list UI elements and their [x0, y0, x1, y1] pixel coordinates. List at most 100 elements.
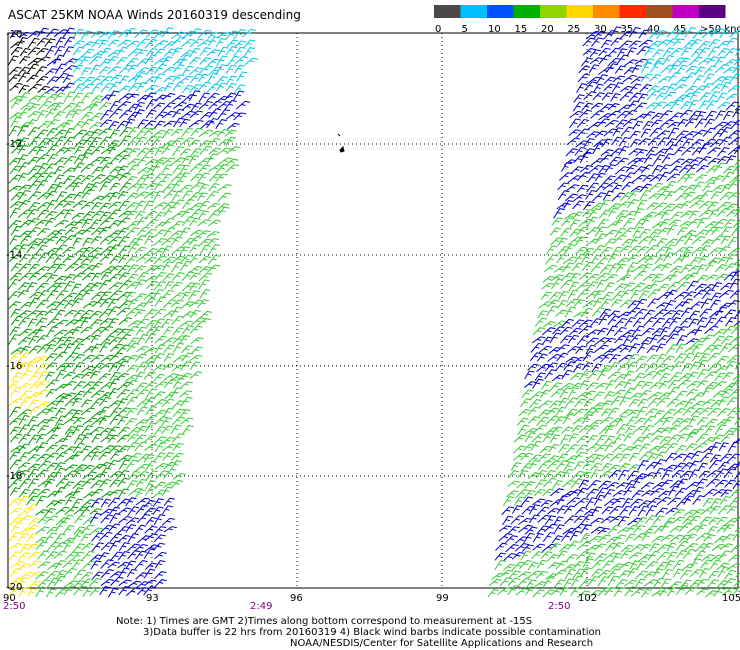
wind-barb — [109, 450, 123, 461]
wind-barb — [146, 165, 158, 174]
wind-barb — [718, 136, 732, 147]
wind-barb — [563, 564, 576, 571]
wind-barb — [558, 544, 573, 553]
wind-barb — [172, 473, 186, 480]
wind-barb — [225, 30, 239, 40]
wind-barb — [654, 363, 668, 371]
wind-barb — [571, 470, 585, 481]
wind-barb — [118, 172, 131, 181]
wind-barb — [667, 386, 680, 398]
wind-barb — [674, 487, 688, 497]
wind-barb — [601, 92, 614, 101]
wind-barb — [726, 563, 740, 571]
wind-barb — [134, 371, 146, 382]
wind-barb — [63, 446, 77, 453]
wind-barb — [653, 211, 667, 218]
wind-barb — [64, 506, 79, 515]
wind-barb — [574, 497, 589, 507]
wind-barb — [675, 550, 688, 559]
wind-barb — [162, 273, 175, 282]
wind-barb — [154, 481, 166, 490]
wind-barb — [695, 532, 711, 541]
wind-barb — [726, 354, 740, 364]
wind-barb — [35, 356, 49, 364]
wind-barb — [27, 83, 42, 93]
wind-barb — [660, 479, 673, 488]
wind-barb — [82, 136, 96, 146]
wind-barb — [44, 108, 58, 119]
wind-barb — [136, 587, 150, 595]
wind-barb — [35, 282, 49, 292]
wind-barb — [45, 352, 58, 362]
wind-barb — [674, 400, 688, 408]
wind-barb — [152, 364, 166, 373]
wind-barb — [163, 48, 177, 58]
wind-barb — [620, 544, 634, 553]
wind-barb — [46, 400, 60, 408]
wind-barb — [724, 317, 737, 327]
wind-barb — [692, 29, 706, 39]
wind-barb — [680, 47, 692, 57]
wind-barb — [62, 559, 77, 569]
wind-barb — [611, 184, 623, 193]
wind-barb — [589, 419, 603, 427]
wind-barb — [18, 184, 31, 191]
wind-barb — [154, 579, 167, 587]
wind-barb — [714, 63, 729, 74]
wind-barb — [557, 245, 570, 255]
wind-barb — [587, 575, 600, 587]
wind-barb — [603, 83, 616, 92]
wind-barb — [118, 85, 131, 93]
wind-barb — [576, 335, 590, 346]
wind-barb — [207, 238, 220, 246]
wind-barb — [27, 399, 40, 408]
wind-barb — [709, 299, 721, 309]
wind-barb — [28, 253, 40, 264]
lon-label: 99 — [436, 593, 449, 604]
wind-barb — [128, 487, 143, 496]
wind-barb — [172, 408, 185, 418]
wind-barb — [62, 567, 77, 578]
wind-barb — [53, 102, 65, 112]
legend-swatch — [619, 5, 646, 18]
wind-barb — [617, 257, 630, 265]
wind-barb — [579, 152, 592, 163]
wind-barb — [691, 139, 705, 147]
wind-barb — [622, 335, 634, 346]
wind-barb — [643, 111, 656, 119]
wind-barb — [109, 551, 123, 562]
wind-barb — [90, 202, 103, 211]
wind-barb — [89, 137, 102, 147]
wind-barb — [710, 83, 724, 93]
wind-barb — [536, 525, 549, 535]
wind-barb — [118, 93, 134, 102]
wind-barb — [189, 67, 203, 75]
wind-barb — [647, 289, 661, 299]
wind-barb — [570, 166, 584, 174]
wind-barb — [162, 256, 176, 264]
wind-barb — [674, 29, 688, 39]
time-label: 2:50 — [548, 601, 570, 612]
wind-barb — [599, 308, 612, 319]
wind-barb — [127, 320, 142, 328]
wind-barb — [562, 480, 576, 488]
wind-barb — [665, 289, 678, 300]
wind-barb — [54, 209, 69, 219]
wind-barb — [728, 137, 740, 146]
wind-barb — [74, 139, 87, 148]
wind-barb — [636, 342, 649, 354]
wind-barb — [82, 211, 95, 219]
wind-barb — [710, 498, 722, 508]
wind-barb — [127, 550, 141, 560]
wind-barb — [698, 143, 710, 154]
wind-barb — [72, 543, 85, 553]
wind-barb — [55, 37, 66, 47]
wind-barb — [83, 145, 96, 156]
wind-barb — [37, 370, 49, 381]
wind-barb — [593, 297, 605, 308]
wind-barb — [669, 534, 685, 543]
wind-barb — [153, 318, 165, 328]
wind-barb — [64, 491, 78, 498]
wind-barb — [98, 226, 112, 235]
wind-barb — [8, 66, 22, 76]
